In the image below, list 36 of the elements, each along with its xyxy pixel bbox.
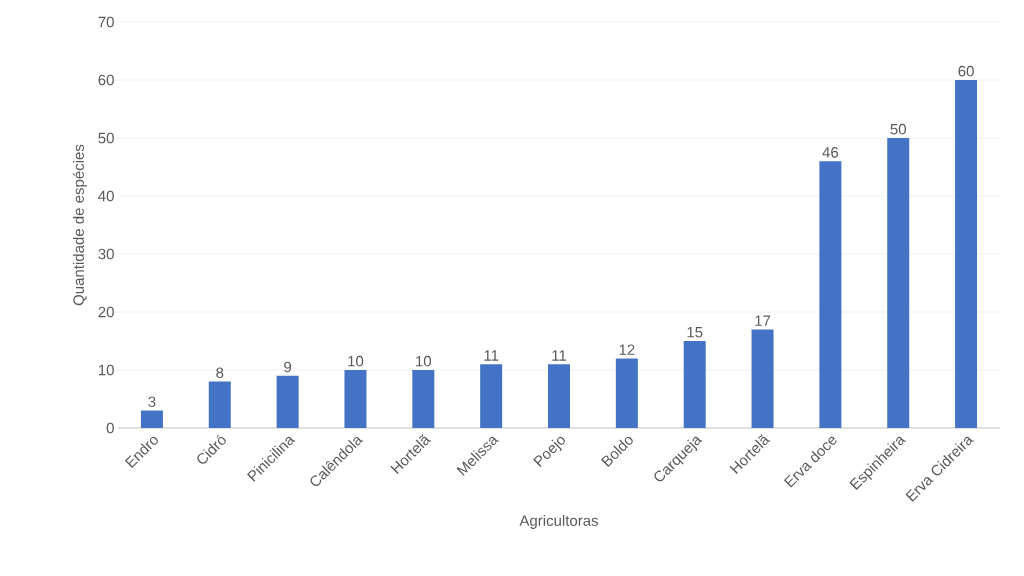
y-tick-label: 40 [98, 190, 114, 202]
bar [548, 364, 571, 428]
y-tick-label: 30 [98, 248, 114, 260]
x-axis-title: Agricultoras [519, 514, 599, 529]
y-tick-label: 70 [98, 16, 114, 28]
bar [208, 381, 231, 428]
y-axis-title: Quantidade de espécies [72, 144, 87, 306]
data-label: 60 [958, 65, 974, 77]
data-label: 11 [552, 350, 567, 361]
bar [819, 161, 842, 428]
data-label: 8 [216, 367, 224, 379]
data-label: 12 [619, 344, 635, 355]
data-label: 3 [148, 396, 156, 408]
data-label: 15 [687, 327, 703, 338]
y-tick-label: 60 [98, 74, 114, 86]
bar [615, 358, 638, 428]
bar [276, 375, 299, 428]
y-tick-label: 20 [98, 306, 114, 318]
y-tick-label: 0 [106, 422, 114, 434]
bar [412, 370, 435, 428]
bar [140, 410, 163, 428]
data-label: 10 [348, 355, 364, 367]
bar [683, 341, 706, 428]
bar [887, 138, 910, 428]
data-label: 50 [890, 123, 906, 135]
bar [751, 329, 774, 428]
y-tick-label: 10 [98, 364, 114, 376]
bar [344, 370, 367, 428]
data-label: 10 [416, 355, 432, 367]
bar [480, 364, 503, 428]
bar [955, 80, 978, 428]
data-label: 9 [284, 361, 292, 373]
data-label: 46 [822, 147, 839, 158]
data-label: 11 [484, 350, 499, 361]
y-tick-label: 50 [98, 132, 114, 144]
data-label: 17 [755, 315, 771, 326]
